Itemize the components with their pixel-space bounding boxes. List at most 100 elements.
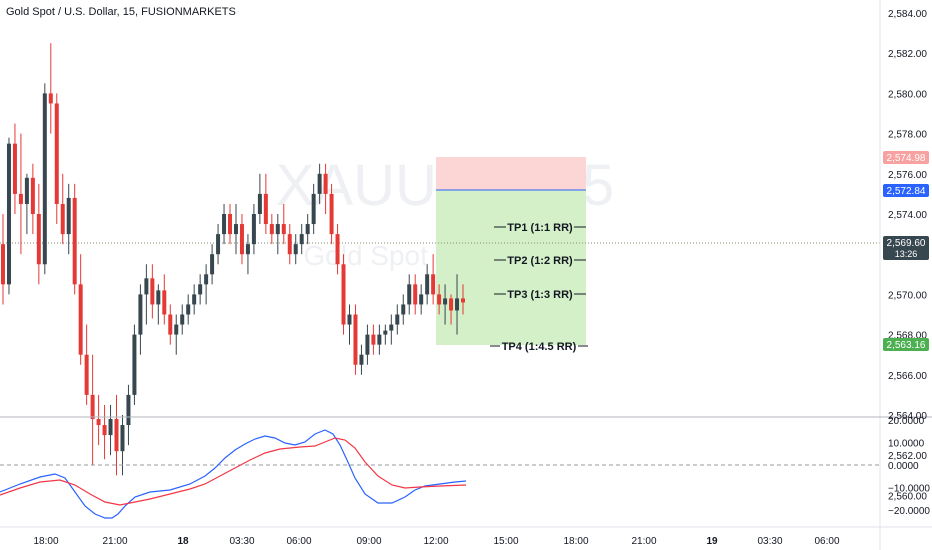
time-tick-label: 03:30 [229, 536, 254, 547]
candle-body [216, 234, 221, 255]
candle-body [78, 284, 83, 355]
candle-body [311, 193, 316, 225]
candle-body [449, 298, 454, 311]
price-tick-label: 2,582.00 [888, 49, 927, 60]
candle-body [347, 314, 352, 325]
candle-body [24, 177, 29, 204]
candle-body [275, 224, 280, 235]
price-tick-label: 2,562.00 [888, 451, 927, 462]
time-tick-label: 18 [177, 536, 189, 547]
svg-text:2,574.98: 2,574.98 [887, 153, 926, 164]
candle-body [401, 304, 406, 315]
indicator-tick-label: −10.0000 [888, 484, 930, 495]
candle-body [383, 330, 388, 335]
price-tick-label: 2,584.00 [888, 9, 927, 20]
candle-body [210, 254, 215, 275]
candle-body [180, 314, 185, 325]
candle-body [42, 93, 47, 265]
indicator-tick-label: −20.0000 [888, 506, 930, 517]
candles-group [1, 43, 465, 476]
time-axis[interactable]: 18:00 21:00 18 03:30 06:00 09:00 12:00 15:00 18:… [33, 536, 839, 547]
candle-body [365, 334, 370, 355]
tp2-label-group: TP2 (1:2 RR) [494, 255, 586, 267]
candle-body [317, 173, 322, 194]
indicator-tick-label: 10.0000 [888, 439, 925, 450]
candle-body [84, 354, 89, 395]
candle-body [60, 203, 65, 235]
candle-body [251, 214, 256, 245]
candle-body [162, 290, 167, 315]
candle-body [12, 143, 17, 194]
candle-body [1, 244, 5, 285]
price-tick-label: 2,566.00 [888, 371, 927, 382]
tp4-label-group: TP4 (1:4.5 RR) [490, 341, 588, 353]
candle-body [228, 214, 233, 235]
candle-body [96, 419, 101, 426]
candle-body [156, 290, 161, 305]
stop-loss-zone[interactable] [436, 157, 586, 190]
candle-body [204, 274, 209, 285]
candle-body [72, 197, 77, 285]
candle-body [281, 224, 286, 235]
candle-body [425, 274, 430, 295]
time-tick-label: 18:00 [563, 536, 588, 547]
tp1-label: TP1 (1:1 RR) [507, 222, 573, 234]
candle-body [443, 298, 448, 305]
indicator-axis[interactable]: 20.0000 10.0000 0.0000 −10.0000 −20.0000 [888, 416, 930, 517]
candle-body [239, 224, 244, 255]
stop-price-tag: 2,574.98 [883, 151, 929, 164]
candle-body [168, 314, 173, 335]
candle-body [233, 224, 238, 235]
candle-body [335, 234, 340, 265]
take-profit-zone[interactable] [436, 190, 586, 345]
candle-body [48, 93, 53, 104]
candle-body [6, 143, 11, 285]
svg-text:2,563.16: 2,563.16 [887, 340, 926, 351]
candle-body [455, 298, 460, 311]
candle-body [114, 419, 119, 452]
entry-price-tag: 2,572.84 [883, 184, 929, 197]
candle-body [371, 334, 376, 345]
candle-body [66, 197, 71, 235]
price-tick-label: 2,578.00 [888, 130, 927, 141]
candle-body [461, 298, 465, 303]
candle-body [257, 193, 262, 214]
candle-body [305, 224, 310, 235]
candle-countdown: 13:26 [895, 249, 918, 259]
candle-body [150, 278, 155, 305]
symbol-title: Gold Spot / U.S. Dollar, 15, FUSIONMARKE… [6, 6, 236, 18]
time-tick-label: 19 [706, 536, 718, 547]
candle-body [263, 193, 268, 225]
candle-body [54, 103, 59, 204]
time-tick-label: 03:30 [757, 536, 782, 547]
time-tick-label: 18:00 [33, 536, 58, 547]
time-tick-label: 21:00 [102, 536, 127, 547]
candle-body [30, 177, 35, 214]
price-tick-label: 2,574.00 [888, 210, 927, 221]
candle-body [245, 244, 250, 255]
last-price-tag: 2,569.60 13:26 [883, 236, 929, 260]
candle-body [341, 264, 346, 325]
tp4-label: TP4 (1:4.5 RR) [502, 341, 577, 353]
candle-body [269, 224, 274, 235]
candle-body [90, 394, 95, 420]
indicator-tick-label: 0.0000 [888, 461, 919, 472]
tp1-label-group: TP1 (1:1 RR) [494, 222, 586, 234]
time-tick-label: 06:00 [286, 536, 311, 547]
time-tick-label: 06:00 [814, 536, 839, 547]
candle-body [407, 284, 412, 305]
price-tick-label: 2,580.00 [888, 89, 927, 100]
svg-text:2,572.84: 2,572.84 [887, 186, 926, 197]
macd-line [0, 429, 467, 519]
price-tick-label: 2,576.00 [888, 170, 927, 181]
candle-body [138, 294, 143, 335]
candle-body [353, 314, 358, 365]
candle-body [144, 278, 149, 295]
price-tick-label: 2,560.00 [888, 491, 927, 502]
candle-body [108, 419, 113, 436]
signal-line [0, 437, 467, 506]
time-tick-label: 15:00 [493, 536, 518, 547]
indicator-tick-label: 20.0000 [888, 416, 925, 427]
tp2-label: TP2 (1:2 RR) [507, 255, 573, 267]
